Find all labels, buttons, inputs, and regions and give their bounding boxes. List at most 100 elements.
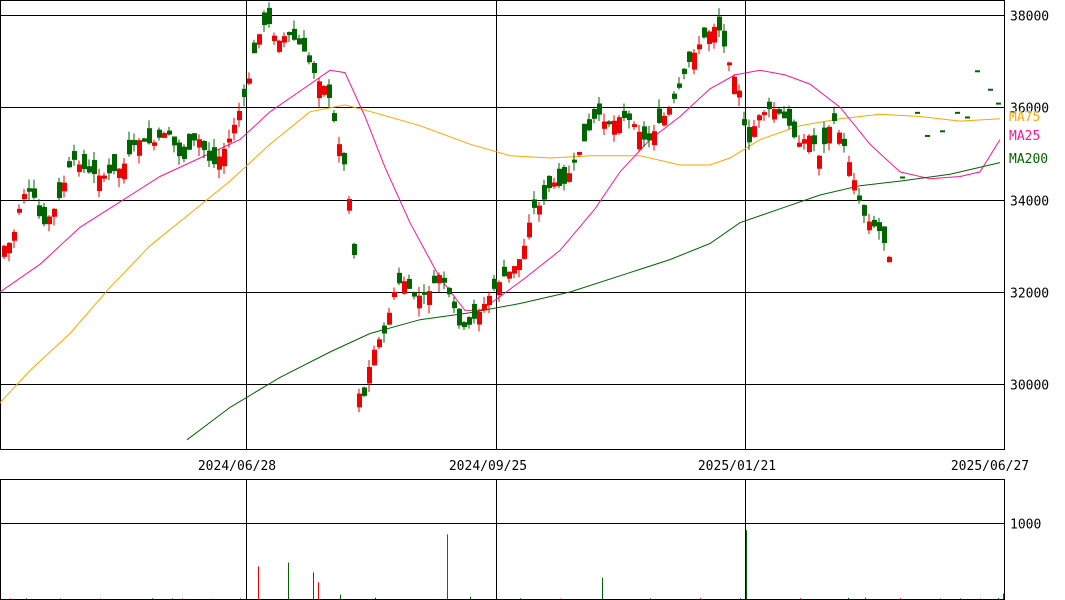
candle-body bbox=[127, 139, 132, 155]
legend-ma75: MA75 bbox=[1009, 110, 1040, 125]
candle-body bbox=[337, 144, 342, 157]
candle-body bbox=[787, 108, 792, 126]
candle-body bbox=[652, 131, 657, 146]
candle-body bbox=[437, 275, 442, 284]
candle-body bbox=[482, 303, 487, 311]
candle-body bbox=[72, 151, 77, 160]
candle-body bbox=[667, 108, 672, 115]
candle-body bbox=[382, 325, 387, 334]
candle-body bbox=[527, 222, 532, 238]
candle-body bbox=[427, 291, 432, 305]
candle-body bbox=[142, 138, 147, 142]
candle-body bbox=[377, 339, 382, 348]
candle-body bbox=[272, 35, 277, 42]
candle-body bbox=[22, 194, 27, 200]
candle-body bbox=[687, 51, 692, 62]
candle-body bbox=[12, 231, 17, 241]
candle-body bbox=[597, 103, 602, 115]
candle-body bbox=[87, 166, 92, 173]
candle-body bbox=[587, 119, 592, 131]
candle-body bbox=[622, 110, 627, 119]
y-tick-label: 38000 bbox=[1010, 10, 1049, 25]
candle-body bbox=[832, 113, 837, 122]
candle-body bbox=[940, 130, 945, 133]
volume-frame bbox=[0, 479, 1005, 600]
price-frame bbox=[0, 0, 1005, 450]
y-tick-label: 34000 bbox=[1010, 195, 1049, 210]
candle-body bbox=[782, 111, 787, 119]
candle-body bbox=[332, 113, 337, 122]
candle-body bbox=[57, 182, 62, 199]
candle-body bbox=[637, 131, 642, 150]
candle-body bbox=[857, 195, 862, 201]
candle-body bbox=[867, 221, 872, 231]
candle-body bbox=[152, 142, 157, 146]
candle-body bbox=[92, 159, 97, 175]
candle-body bbox=[762, 112, 767, 115]
candle-body bbox=[192, 133, 197, 141]
candle-body bbox=[112, 154, 117, 171]
candle-body bbox=[772, 109, 777, 120]
candle-body bbox=[242, 88, 247, 98]
candle-body bbox=[877, 222, 882, 232]
candle-body bbox=[372, 349, 377, 366]
candle-body bbox=[577, 151, 582, 155]
candle-body bbox=[742, 119, 747, 126]
candle-body bbox=[102, 175, 107, 179]
candle-body bbox=[302, 37, 307, 52]
candle-body bbox=[682, 68, 687, 74]
candle-body bbox=[882, 226, 887, 244]
candle-body bbox=[32, 188, 37, 198]
candle-body bbox=[62, 182, 67, 192]
candle-body bbox=[217, 156, 222, 170]
candle-body bbox=[537, 205, 542, 215]
candle-body bbox=[642, 126, 647, 140]
candle-body bbox=[422, 291, 427, 295]
candle-body bbox=[842, 138, 847, 147]
candle-body bbox=[692, 52, 697, 70]
candle-body bbox=[752, 126, 757, 137]
candle-body bbox=[517, 259, 522, 271]
x-tick-label: 2024/09/25 bbox=[449, 459, 527, 474]
candle-body bbox=[447, 287, 452, 295]
volume-tick-label: 1000 bbox=[1010, 518, 1041, 533]
candle-body bbox=[42, 206, 47, 225]
candle-body bbox=[557, 168, 562, 186]
candle-body bbox=[822, 127, 827, 145]
candle-body bbox=[77, 164, 82, 173]
candle-body bbox=[257, 34, 262, 45]
candle-body bbox=[812, 135, 817, 145]
candle-body bbox=[542, 185, 547, 200]
candle-body bbox=[17, 208, 22, 213]
candle-body bbox=[862, 205, 867, 216]
candle-body bbox=[167, 130, 172, 135]
candle-body bbox=[662, 116, 667, 126]
candle-body bbox=[282, 36, 287, 43]
candle-body bbox=[117, 168, 122, 178]
candle-body bbox=[357, 393, 362, 408]
y-tick-label: 36000 bbox=[1010, 102, 1049, 117]
candle-body bbox=[607, 121, 612, 125]
candle-body bbox=[432, 275, 437, 284]
candle-body bbox=[547, 175, 552, 189]
candle-body bbox=[172, 136, 177, 146]
candle-body bbox=[497, 282, 502, 296]
candle-body bbox=[97, 175, 102, 192]
candle-body bbox=[367, 367, 372, 384]
candle-body bbox=[417, 295, 422, 309]
y-tick-label: 30000 bbox=[1010, 379, 1049, 394]
candle-body bbox=[107, 164, 112, 174]
candle-body bbox=[462, 322, 467, 328]
candle-body bbox=[412, 292, 417, 297]
candle-body bbox=[792, 121, 797, 138]
candle-body bbox=[602, 121, 607, 129]
candle-body bbox=[312, 63, 317, 74]
candle-body bbox=[307, 55, 312, 63]
candle-body bbox=[147, 128, 152, 144]
candle-body bbox=[197, 139, 202, 148]
candle-body bbox=[572, 159, 577, 163]
candle-body bbox=[632, 124, 637, 127]
candle-body bbox=[407, 278, 412, 289]
candle-body bbox=[872, 219, 877, 227]
candle-body bbox=[47, 216, 52, 225]
